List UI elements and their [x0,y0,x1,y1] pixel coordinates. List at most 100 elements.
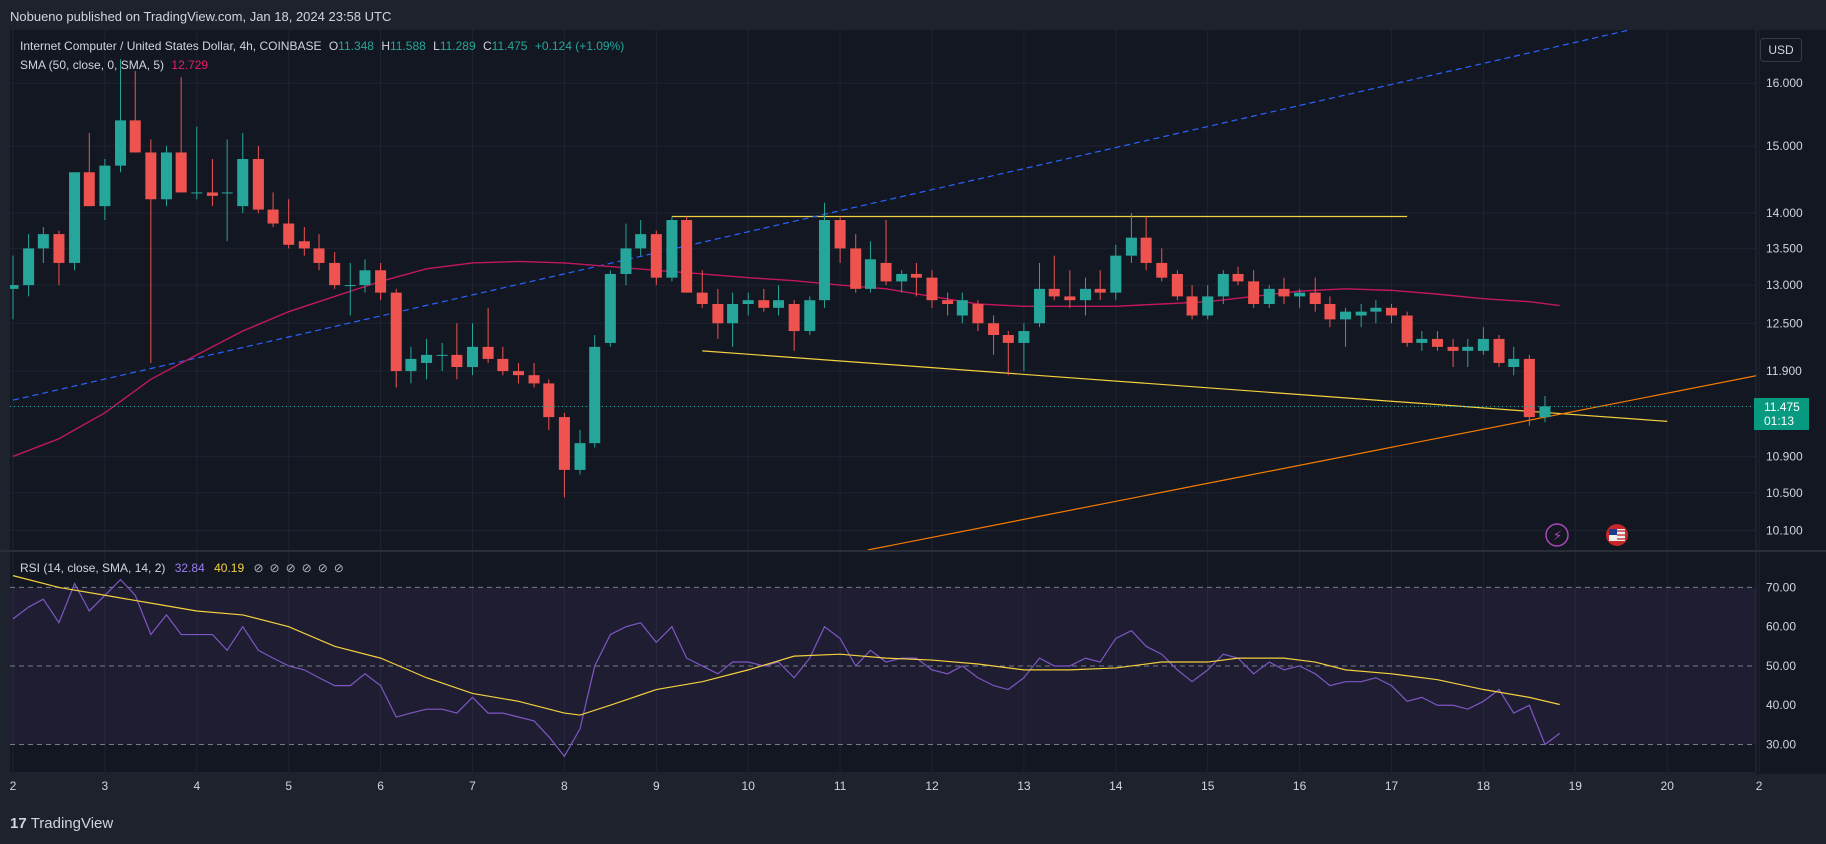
tradingview-logo[interactable]: 17 TradingView [10,815,113,832]
candle[interactable] [466,323,479,376]
rsi-legend[interactable]: RSI (14, close, SMA, 14, 2) 32.84 40.19 … [20,561,344,575]
candle[interactable] [405,346,417,384]
candle[interactable] [1294,288,1306,308]
candle[interactable] [129,71,141,153]
candle[interactable] [666,216,678,282]
candle[interactable] [727,292,739,347]
lightning-icon[interactable]: ⚡ [1545,523,1569,547]
candle[interactable] [1324,296,1336,328]
candle[interactable] [1217,270,1229,304]
candle[interactable] [910,262,922,297]
price-pane[interactable] [7,13,1759,550]
candle[interactable] [1171,270,1183,301]
candle[interactable] [1064,270,1076,308]
candle[interactable] [421,338,433,380]
candle[interactable] [1385,303,1398,324]
candle[interactable] [1156,248,1168,282]
candle[interactable] [681,216,693,293]
candle[interactable] [252,145,264,214]
candle[interactable] [896,270,908,293]
trendline-channel[interactable] [12,13,1704,401]
candle[interactable] [1340,307,1352,347]
candle[interactable] [1477,327,1489,355]
candle[interactable] [804,296,816,335]
candle[interactable] [1278,277,1290,304]
candle[interactable] [1447,338,1459,368]
candle[interactable] [221,139,233,242]
candle[interactable] [1202,285,1214,320]
candle[interactable] [1125,213,1137,263]
symbol-name[interactable]: Internet Computer / United States Dollar… [20,39,322,53]
candle[interactable] [742,292,754,316]
candle[interactable] [115,59,127,173]
candle[interactable] [1263,285,1275,308]
eye-off-icon[interactable]: ⊘ [253,561,264,575]
candle[interactable] [237,133,249,214]
candle[interactable] [1462,338,1474,368]
candle[interactable] [1110,244,1122,301]
candle[interactable] [482,307,494,363]
candle[interactable] [926,270,938,308]
candle[interactable] [375,262,387,301]
candle[interactable] [1401,311,1413,347]
candle[interactable] [191,126,203,200]
candle[interactable] [1355,303,1367,328]
candle[interactable] [942,292,954,316]
eye-off-icon[interactable]: ⊘ [333,561,344,575]
candle[interactable] [1248,270,1260,308]
candle[interactable] [267,192,279,228]
sma-legend[interactable]: SMA (50, close, 0, SMA, 5) 12.729 [20,58,208,72]
candle[interactable] [1309,277,1321,312]
candle[interactable] [53,230,65,286]
candle[interactable] [206,159,218,207]
candle[interactable] [160,145,172,207]
candle[interactable] [988,315,1000,355]
candle[interactable] [1186,285,1198,320]
candle[interactable] [589,334,601,448]
candle[interactable] [528,362,540,388]
candle[interactable] [543,379,555,431]
candle[interactable] [1079,277,1091,316]
candle[interactable] [1416,331,1428,351]
candle[interactable] [1048,255,1060,301]
candle[interactable] [359,259,371,293]
eye-off-icon[interactable]: ⊘ [269,561,280,575]
candle[interactable] [850,234,862,293]
candle[interactable] [558,412,570,498]
candle[interactable] [23,234,35,297]
trendline-support[interactable] [702,350,1668,422]
us-flag-icon[interactable] [1606,524,1628,546]
candle[interactable] [880,220,892,286]
eye-off-icon[interactable]: ⊘ [317,561,328,575]
candle[interactable] [175,77,187,193]
candle[interactable] [773,285,785,316]
candle[interactable] [1370,300,1382,324]
candle[interactable] [1431,331,1443,351]
candle[interactable] [37,227,49,263]
candle[interactable] [1493,334,1505,368]
candle[interactable] [7,255,19,320]
candle[interactable] [451,323,463,380]
candle[interactable] [436,342,448,372]
candle[interactable] [956,292,968,324]
candle[interactable] [574,430,586,475]
candle[interactable] [497,346,509,376]
candle[interactable] [650,230,662,286]
eye-off-icon[interactable]: ⊘ [301,561,312,575]
candle[interactable] [972,300,984,332]
candle[interactable] [620,223,632,286]
candle[interactable] [635,220,647,256]
candle[interactable] [864,241,876,293]
candle[interactable] [1094,270,1106,301]
candle[interactable] [1523,354,1535,426]
candle[interactable] [344,262,356,316]
candle[interactable] [604,270,616,347]
rsi-pane[interactable] [10,575,1756,758]
candle[interactable] [1539,395,1551,423]
candle[interactable] [99,159,111,221]
rsi-label[interactable]: RSI (14, close, SMA, 14, 2) [20,561,166,575]
candle[interactable] [69,172,81,271]
candle[interactable] [390,288,402,388]
candle[interactable] [818,202,830,308]
